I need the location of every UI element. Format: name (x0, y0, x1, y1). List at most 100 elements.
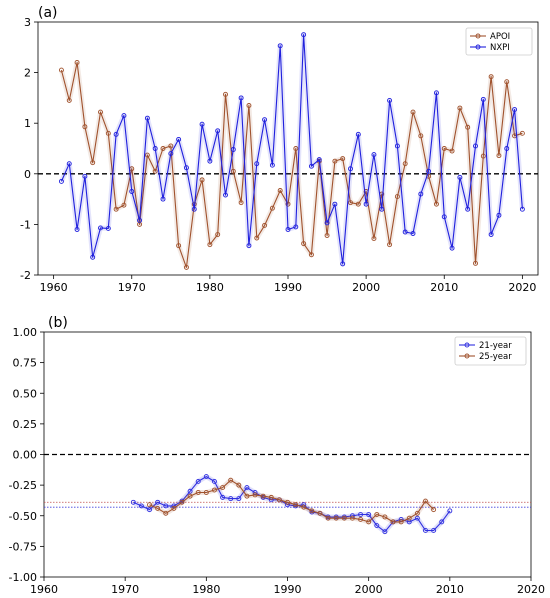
panel-b-y-tick-label: -0.75 (9, 540, 37, 553)
panel-b-25-year-point (398, 519, 404, 525)
panel-a-nxpi-point (262, 117, 268, 123)
panel-b-21-year-point (414, 515, 420, 521)
panel-a-nxpi-point (426, 168, 432, 174)
panel-a-apoi-point (144, 152, 150, 158)
panel-a-y-tick-label: 2 (24, 67, 31, 80)
panel-b-legend-marker-21-year (464, 342, 470, 348)
panel-a-apoi-point (152, 168, 158, 174)
panel-a-x-tick-label: 1990 (274, 281, 302, 294)
panel-a-apoi-point (238, 200, 244, 206)
panel-a-apoi-point (277, 188, 283, 193)
panel-a-apoi-point (340, 156, 346, 162)
panel-a-apoi-point (473, 260, 478, 266)
panel-b-25-year-line (149, 479, 434, 523)
panel-b-y-tick-label: -1.00 (9, 571, 37, 584)
panel-a-nxpi-point (301, 32, 307, 38)
panel-a-apoi-point (160, 146, 166, 151)
panel-a-apoi-point (433, 201, 439, 207)
panel-a-x-tick-label: 1980 (196, 281, 224, 294)
panel-b-25-year-point (317, 510, 323, 516)
panel-a-nxpi-point (254, 161, 260, 167)
panel-a-apoi-point (488, 74, 494, 80)
panel-b-21-year-point (211, 479, 217, 484)
panel-a-nxpi-point (340, 261, 346, 267)
panel-a-apoi-point (324, 233, 330, 238)
panel-a-apoi-point (496, 153, 502, 159)
panel-b-25-year-point (276, 497, 282, 503)
panel-a-nxpi-point (363, 201, 369, 207)
panel-a-apoi-point (215, 232, 221, 237)
panel-a-apoi-point (199, 177, 205, 183)
panel-a-label: (a) (38, 5, 58, 21)
panel-b-25-year-point (423, 498, 428, 504)
panel-b-25-year-point (252, 492, 258, 498)
panel-a-nxpi-point (348, 166, 353, 172)
panel-b-y-tick-label: -0.50 (9, 510, 37, 523)
panel-a-apoi-point (441, 146, 447, 151)
panel-a-nxpi-point (465, 206, 471, 212)
panel-a-apoi-point (457, 105, 463, 111)
panel-a-nxpi-point (433, 90, 439, 96)
panel-a-nxpi-point (457, 174, 463, 180)
panel-a-apoi-point (82, 124, 88, 130)
panel-b-25-year-point (301, 504, 307, 510)
panel-b-25-year-point (349, 515, 355, 521)
panel-b-25-year-point (309, 508, 315, 514)
panel-a-apoi-point (269, 205, 275, 211)
panel-a-apoi-point (223, 91, 228, 97)
panel-a-nxpi-point (160, 196, 166, 202)
panel-b-25-year-point (374, 512, 380, 517)
panel-b-y-tick-label: 1.00 (13, 326, 38, 339)
panel-a-nxpi-point (512, 107, 518, 112)
panel-b-legend-marker-25-year (464, 353, 470, 359)
panel-a-nxpi-point (144, 115, 150, 121)
panel-a-apoi-point (285, 201, 291, 207)
panel-a-nxpi-point (137, 217, 143, 223)
panel-b-25-year-point (195, 490, 201, 495)
panel-a-nxpi-point (480, 96, 486, 102)
panel-a-x-tick-label: 2000 (352, 281, 380, 294)
panel-a-x-tick-label: 1960 (40, 281, 68, 294)
panel-a-y-tick-label: 0 (24, 168, 31, 181)
panel-a-nxpi-point (105, 225, 111, 231)
panel-a-nxpi-point (316, 157, 322, 163)
panel-a-apoi-point (387, 242, 393, 248)
panel-a-nxpi-point (332, 201, 338, 207)
panel-b-x-tick-label: 2010 (436, 583, 464, 596)
panel-a-y-tick-label: 3 (24, 16, 31, 29)
panel-b-25-year-point (203, 490, 209, 495)
panel-b-25-year-point (268, 494, 274, 500)
panel-a-apoi-point (355, 201, 361, 207)
panel-a-nxpi-point (121, 113, 127, 119)
panel-b-25-year-point (179, 499, 185, 505)
panel-a-apoi-point (371, 236, 377, 242)
panel-b-25-year-point (414, 510, 420, 516)
panel-a-nxpi-point (402, 229, 408, 235)
panel-a-nxpi-point (449, 245, 455, 251)
panel-a-nxpi-point (90, 254, 96, 260)
panel-b-x-tick-label: 2000 (355, 583, 383, 596)
panel-a-nxpi-point (58, 178, 64, 184)
panel-a-nxpi-point (277, 43, 283, 49)
panel-a-nxpi-point (285, 227, 291, 232)
panel-b-x-tick-label: 2020 (517, 583, 545, 596)
panel-b-25-year-point (236, 482, 242, 488)
panel-b-25-year-point (155, 505, 161, 511)
panel-b-21-year-point (366, 512, 372, 517)
panel-a-nxpi-point (488, 232, 494, 237)
panel-a-nxpi-point (293, 224, 299, 230)
panel-a-nxpi-point (98, 225, 103, 231)
panel-b-25-year-point (147, 502, 152, 508)
panel-b-21-year-point (374, 523, 380, 528)
panel-a-nxpi-point (168, 151, 174, 157)
panel-b-21-year-line (133, 476, 451, 533)
panel-a-apoi-point (230, 168, 236, 174)
panel-b-25-year-point (390, 519, 396, 525)
panel-b-x-tick-label: 1960 (30, 583, 58, 596)
panel-a-legend-label-apoi: APOI (490, 32, 510, 42)
panel-b-25-year-point (285, 499, 290, 505)
panel-a-apoi-point (183, 264, 189, 270)
panel-a-nxpi-point (308, 163, 314, 169)
panel-a-nxpi-point (113, 131, 119, 137)
